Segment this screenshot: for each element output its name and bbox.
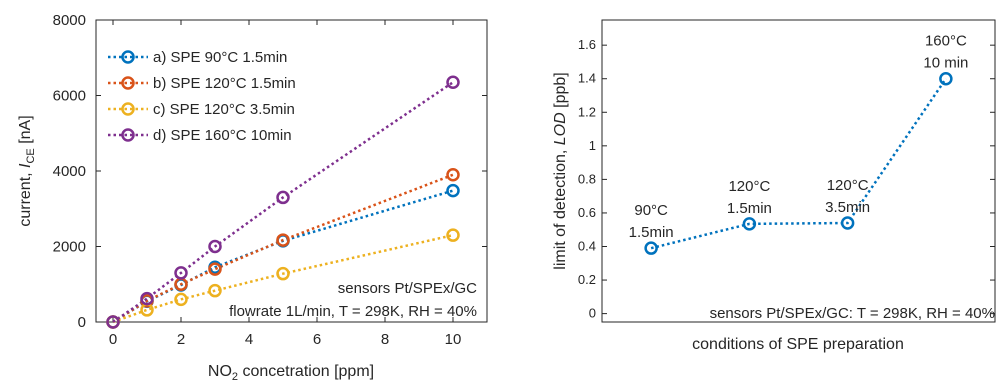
left-x-tick-label: 6 [313, 331, 321, 348]
right-y-tick-label: 1.2 [578, 104, 596, 119]
left-series-point-4 [446, 75, 460, 90]
right-plot-area [601, 19, 996, 323]
left-series-point-2 [208, 262, 222, 276]
left-series-point-2 [446, 168, 460, 182]
right-ylabel-rest: [ppb] [552, 72, 569, 112]
legend-label-3: c) SPE 120°C 3.5min [153, 101, 295, 118]
left-ylabel-rest: [nA] [17, 115, 34, 148]
right-series-line [650, 78, 947, 250]
right-ylabel-main: limit of detection, [552, 145, 569, 270]
left-plot-area [95, 19, 488, 323]
left-x-tick-label: 4 [245, 331, 253, 348]
legend-marker-4 [121, 128, 135, 142]
left-ylabel-sub: CE [25, 148, 37, 163]
left-series-point-3 [208, 283, 222, 298]
right-point-label-line1: 90°C [634, 202, 668, 219]
right-point-label-line1: 160°C [925, 33, 967, 50]
right-series-point [644, 241, 658, 255]
left-annotation-line1: sensors Pt/SPEx/GC [338, 280, 477, 297]
right-point-label-line1: 120°C [827, 177, 869, 194]
legend-label-4: d) SPE 160°C 10min [153, 127, 292, 144]
right-point-label-line2: 10 min [923, 55, 968, 72]
left-series-line-3 [112, 233, 454, 324]
left-x-tick-label: 10 [445, 331, 462, 348]
left-series-point-2 [276, 233, 290, 247]
left-series-point-4 [174, 266, 188, 280]
left-y-tick-label: 8000 [53, 12, 86, 29]
left-series-point-4 [106, 315, 120, 329]
right-series-point [939, 71, 953, 86]
left-series-point-4 [140, 291, 154, 306]
left-series-point-3 [174, 292, 188, 307]
right-point-label-line2: 3.5min [825, 199, 870, 216]
right-point-label-line1: 120°C [728, 178, 770, 195]
right-y-tick-label: 0.8 [578, 171, 596, 186]
left-series-point-3 [446, 228, 460, 242]
left-series-point-4 [208, 239, 222, 254]
legend-marker-2 [121, 76, 135, 90]
left-chart: 0 2 4 6 8 10 0 2000 4000 6000 8000 a) SPE 90°C 1.5… [17, 12, 488, 381]
left-series-point-4 [276, 190, 290, 205]
right-x-axis-label: conditions of SPE preparation [692, 336, 904, 353]
left-xlabel-rest: concetration [ppm] [238, 363, 374, 380]
left-y-tick-label: 0 [78, 314, 86, 331]
right-series-point [840, 216, 855, 230]
right-series-point [742, 217, 757, 231]
right-y-tick-label: 1 [589, 138, 596, 153]
left-ylabel-main: current, [17, 168, 34, 227]
right-ylabel-italic: LOD [552, 112, 569, 145]
legend-marker-3 [121, 102, 135, 116]
right-y-tick-label: 1.4 [578, 71, 596, 86]
right-point-label-line2: 1.5min [629, 224, 674, 241]
right-y-tick-label: 0.6 [578, 205, 596, 220]
legend-marker-1 [121, 50, 135, 64]
left-xlabel-main: NO [208, 363, 232, 380]
legend-label-2: b) SPE 120°C 1.5min [153, 75, 296, 92]
right-chart: 0 0.2 0.4 0.6 0.8 1 1.2 1.4 1.6 90°C 1.5min 120°C 1… [552, 19, 996, 353]
left-y-tick-label: 6000 [53, 88, 86, 105]
right-y-tick-label: 0 [589, 306, 596, 321]
right-y-tick-label: 0.2 [578, 272, 596, 287]
left-legend: a) SPE 90°C 1.5min b) SPE 120°C 1.5min c) … [108, 49, 296, 144]
left-x-tick-label: 0 [109, 331, 117, 348]
left-x-tick-label: 2 [177, 331, 185, 348]
right-annotation: sensors Pt/SPEx/GC: T = 298K, RH = 40% [710, 305, 995, 322]
left-x-axis-label: NO2 concetration [ppm] [208, 363, 374, 381]
right-y-tick-label: 0.4 [578, 239, 596, 254]
left-ylabel-italic: I [17, 163, 34, 168]
right-y-axis-label: limit of detection, LOD [ppb] [552, 72, 569, 269]
left-y-tick-label: 4000 [53, 163, 86, 180]
left-y-tick-label: 2000 [53, 239, 86, 256]
left-x-tick-label: 8 [381, 331, 389, 348]
left-series-point-1 [446, 183, 460, 198]
right-y-tick-label: 1.6 [578, 37, 596, 52]
legend-label-1: a) SPE 90°C 1.5min [153, 49, 287, 66]
left-series-point-3 [276, 266, 290, 281]
left-xlabel-sub: 2 [232, 371, 238, 381]
left-annotation-line2: flowrate 1L/min, T = 298K, RH = 40% [229, 303, 477, 320]
right-point-label-line2: 1.5min [727, 200, 772, 217]
left-y-axis-label: current, ICE [nA] [17, 115, 37, 226]
